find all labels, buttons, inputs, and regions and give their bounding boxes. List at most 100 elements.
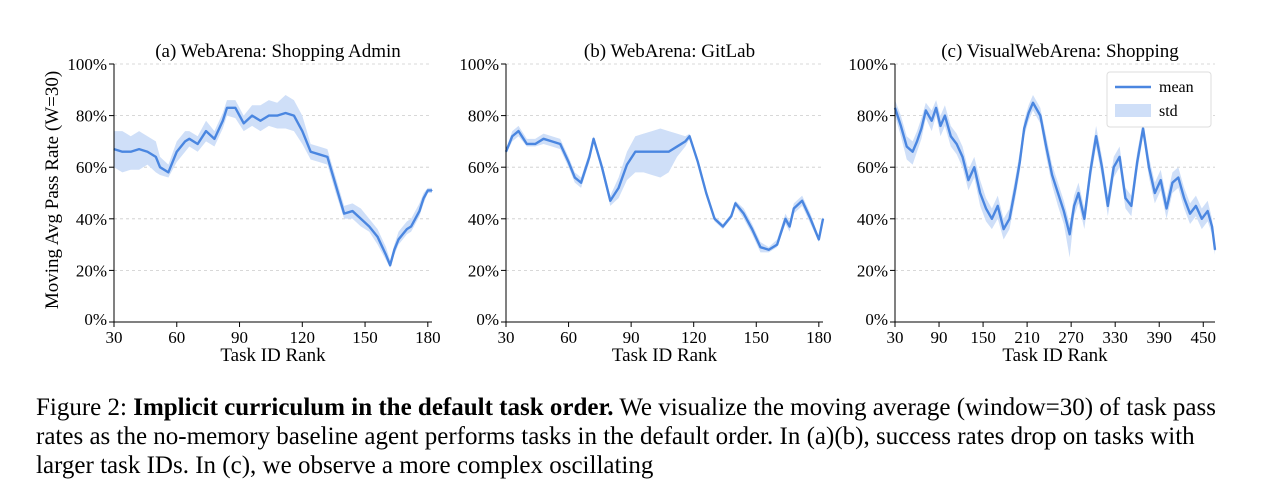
ytick-label-5: 100% (67, 55, 107, 74)
mean-point-1-22 (284, 112, 287, 114)
mean-point-3-12 (956, 143, 958, 145)
ytick-label-2: 40% (468, 210, 499, 229)
mean-point-1-29 (343, 213, 345, 215)
mean-point-2-9 (574, 176, 576, 179)
xtick-label-6: 390 (1146, 328, 1172, 347)
ytick-label-1: 20% (76, 261, 107, 280)
mean-point-1-5 (155, 156, 157, 158)
mean-line-3 (893, 101, 1217, 250)
ytick-label-5: 100% (848, 55, 888, 74)
mean-point-3-53 (1183, 197, 1185, 199)
xlabel-1: Task ID Rank (220, 345, 326, 366)
mean-point-3-13 (961, 156, 964, 158)
mean-point-1-39 (406, 228, 408, 230)
mean-point-2-12 (592, 138, 595, 140)
ytick-label-4: 80% (857, 107, 888, 126)
mean-point-2-41 (818, 238, 820, 241)
mean-point-1-24 (301, 130, 303, 132)
mean-point-2-17 (634, 151, 636, 153)
mean-point-1-27 (326, 156, 328, 158)
ytick-label-1: 20% (468, 261, 499, 280)
mean-point-1-19 (259, 120, 262, 122)
legend: mean std (1106, 71, 1212, 128)
xtick-label-5: 180 (415, 328, 441, 347)
mean-point-1-34 (385, 254, 387, 256)
mean-point-1-12 (205, 130, 207, 132)
shared-ylabel: Moving Avg Pass Rate (W=30) (42, 71, 63, 309)
ytick-label-0: 0% (476, 310, 499, 329)
ytick-label-3: 60% (468, 158, 499, 177)
mean-point-2-34 (768, 249, 770, 251)
mean-point-3-51 (1171, 182, 1174, 184)
panel-title-1: (a) WebArena: Shopping Admin (155, 41, 401, 62)
mean-point-2-39 (801, 200, 803, 202)
mean-point-3-49 (1160, 179, 1162, 181)
xlabel-3: Task ID Rank (1002, 345, 1108, 366)
ytick-label-5: 100% (459, 55, 499, 74)
mean-point-1-17 (243, 122, 245, 124)
panels-group: 0% 20% 40% 60% 80% 100% 30 60 90 120 150 180 (a) Web… (67, 41, 1217, 366)
mean-point-2-16 (626, 164, 628, 166)
mean-point-1-4 (146, 151, 149, 153)
mean-point-1-26 (318, 153, 320, 155)
mean-point-2-23 (684, 140, 686, 142)
ytick-label-4: 80% (468, 107, 499, 126)
panel-title-3: (c) VisualWebArena: Shopping (941, 41, 1179, 62)
mean-point-3-36 (1083, 218, 1085, 220)
mean-point-3-31 (1057, 192, 1059, 194)
mean-point-3-29 (1045, 145, 1047, 148)
mean-point-1-23 (293, 115, 295, 117)
ytick-label-3: 60% (857, 158, 888, 177)
mean-point-1-31 (360, 218, 362, 220)
mean-point-2-14 (609, 200, 611, 202)
mean-point-1-44 (431, 189, 433, 192)
ytick-label-3: 60% (76, 158, 107, 177)
mean-point-1-42 (423, 197, 425, 199)
mean-point-1-21 (276, 115, 278, 117)
mean-point-2-10 (580, 182, 582, 184)
mean-point-2-22 (676, 145, 678, 148)
xtick-label-1: 60 (168, 328, 185, 347)
legend-std-label: std (1159, 103, 1178, 120)
mean-point-1-16 (234, 107, 236, 109)
mean-point-3-44 (1130, 205, 1132, 207)
mean-point-3-47 (1148, 166, 1150, 168)
mean-point-1-10 (188, 138, 190, 140)
xtick-label-4: 150 (352, 328, 378, 347)
mean-point-3-54 (1189, 213, 1191, 215)
mean-point-1-11 (197, 143, 199, 145)
mean-point-3-18 (991, 218, 993, 220)
mean-point-2-32 (751, 228, 753, 230)
mean-point-2-19 (651, 151, 653, 153)
mean-point-3-38 (1095, 135, 1097, 137)
mean-point-3-32 (1063, 210, 1065, 212)
caption-rest: We visualize the moving average (window=… (36, 394, 1216, 479)
mean-point-2-40 (809, 218, 812, 220)
mean-point-2-6 (551, 140, 553, 142)
mean-point-2-28 (722, 225, 724, 228)
mean-point-3-45 (1136, 161, 1138, 163)
xtick-label-1: 90 (931, 328, 948, 347)
mean-point-2-24 (688, 135, 691, 137)
std-band-2 (506, 125, 823, 253)
mean-point-1-14 (222, 120, 224, 122)
mean-point-1-3 (138, 148, 140, 150)
mean-point-2-7 (559, 143, 561, 145)
mean-point-3-4 (916, 140, 918, 142)
xtick-label-4: 150 (744, 328, 770, 347)
xtick-label-0: 30 (106, 328, 123, 347)
ytick-label-2: 40% (857, 210, 888, 229)
mean-point-2-31 (743, 213, 745, 215)
xtick-label-2: 90 (231, 328, 248, 347)
mean-point-3-17 (985, 207, 987, 210)
mean-point-1-43 (427, 189, 429, 192)
mean-line-1 (113, 106, 432, 267)
mean-point-3-57 (1207, 210, 1209, 212)
mean-point-2-5 (542, 138, 545, 140)
mean-point-1-8 (176, 151, 178, 153)
xtick-label-5: 180 (806, 328, 832, 347)
mean-point-3-6 (925, 109, 927, 112)
mean-point-1-20 (268, 115, 270, 117)
mean-point-1-7 (167, 171, 169, 173)
mean-point-2-13 (601, 166, 603, 168)
